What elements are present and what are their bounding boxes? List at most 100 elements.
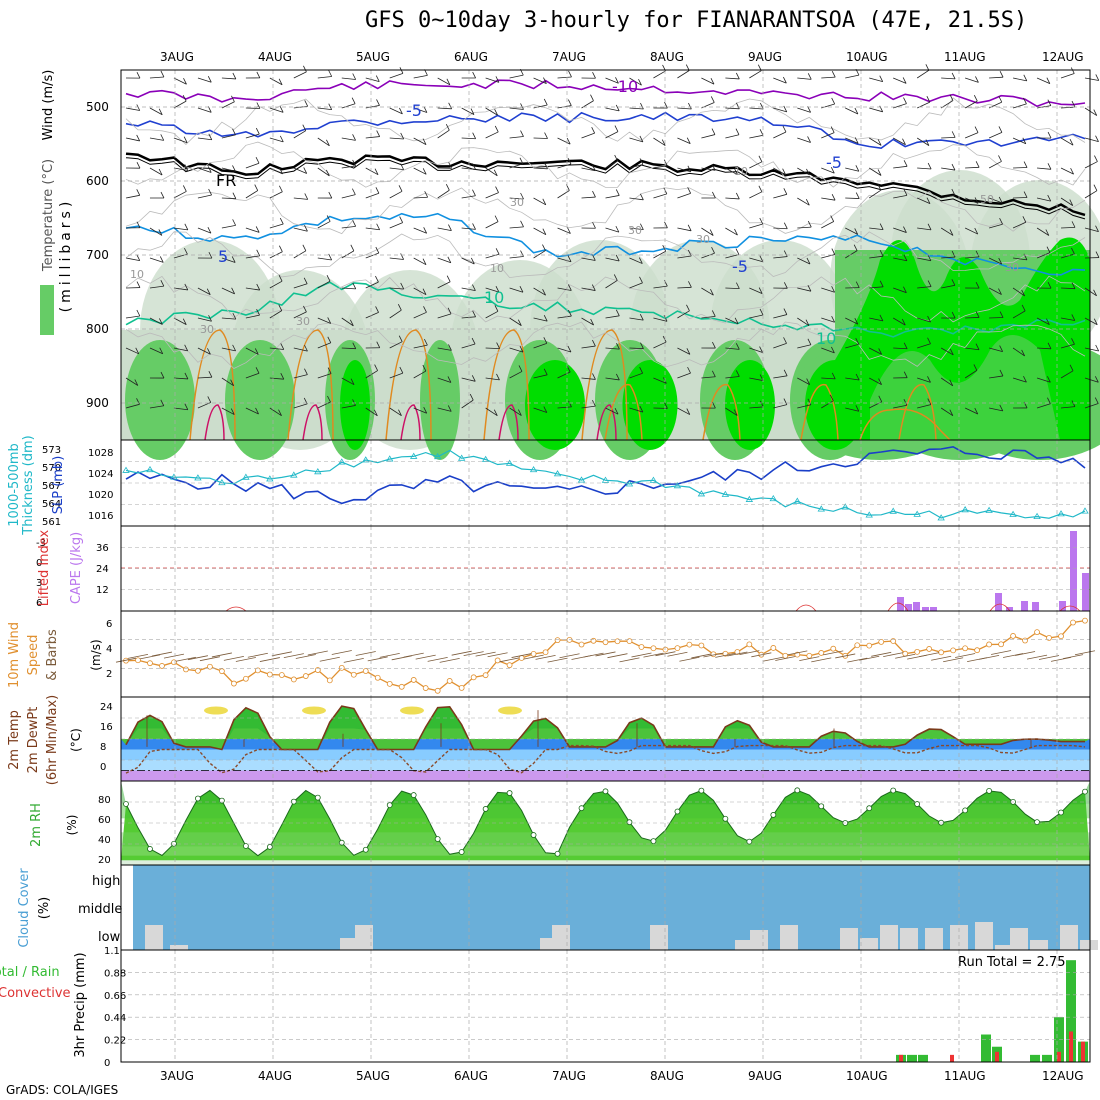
wind-barb	[125, 137, 140, 142]
wind-barb	[988, 257, 1002, 265]
wind-barb	[557, 406, 572, 409]
wind-barb-flag	[998, 257, 1003, 265]
wind-barb-flag	[424, 338, 428, 346]
cape-bar	[930, 607, 937, 611]
cloud-low-block	[925, 928, 943, 950]
cape-bar	[1006, 607, 1013, 611]
wind-barb	[605, 347, 620, 350]
wind-barb	[173, 317, 187, 325]
wind-barb-flag	[1023, 375, 1027, 383]
wind-barb	[725, 77, 740, 80]
thickness-marker	[745, 495, 754, 502]
wind10-barb	[295, 654, 316, 659]
wind-barb	[389, 257, 404, 260]
wind-barb	[389, 107, 403, 115]
wind-barb	[581, 196, 596, 199]
axis-label: 800	[86, 322, 109, 336]
wind-barb-flag	[592, 339, 596, 347]
axis-label: 16	[100, 722, 113, 733]
wind-barb-flag	[376, 99, 380, 106]
wind-barb-flag	[494, 125, 499, 133]
wind-barb-flag	[734, 168, 738, 175]
wind-barb-flag	[423, 407, 428, 414]
wind-barb-flag	[494, 109, 498, 116]
wind-barb-flag	[640, 342, 644, 349]
wind-barb-flag	[303, 277, 308, 284]
wind-barb	[773, 343, 787, 349]
wind-barb	[1012, 377, 1027, 383]
wind-barb-flag	[255, 226, 260, 233]
wind-barb-flag	[927, 280, 932, 287]
wind-barb-flag	[999, 218, 1003, 225]
wind-barb-flag	[254, 348, 259, 355]
wind-barb	[269, 137, 284, 143]
wind-barb-flag	[879, 75, 884, 82]
axis-label: middle	[78, 902, 122, 917]
wind-speed-marker	[734, 649, 741, 655]
rh-marker	[554, 850, 561, 857]
lifted-index-line	[1059, 605, 1081, 612]
wind-barb	[461, 167, 476, 170]
wind-speed-marker	[950, 647, 957, 654]
wind-barb-flag	[973, 94, 978, 102]
wind-barb-flag	[230, 379, 234, 386]
wind-barb	[317, 373, 332, 379]
wind-barb-flag	[975, 311, 980, 318]
axis-label: 567	[42, 481, 61, 492]
wind-barb-flag	[352, 282, 357, 290]
rh-contour-gray	[125, 187, 1086, 235]
wind-barb	[605, 407, 619, 415]
wind-barb	[461, 287, 476, 291]
rh-marker	[1058, 809, 1064, 816]
wind10-barb	[607, 653, 628, 659]
wind-barb	[341, 377, 355, 386]
rh-marker	[770, 812, 777, 818]
wind-barb-flag	[232, 219, 237, 226]
wind-barb-flag	[735, 370, 740, 377]
wind-barb	[629, 317, 644, 321]
wind-barb	[317, 257, 332, 261]
wind-barb	[701, 77, 715, 85]
wind-barb	[341, 194, 356, 199]
wind-barb	[149, 347, 163, 355]
wind-barb-flag	[735, 128, 740, 135]
contour-label: 30	[200, 323, 214, 336]
thickness-marker	[793, 497, 802, 504]
wind-barb	[964, 77, 979, 83]
wind-barb-flag	[326, 215, 331, 222]
wind-barb-flag	[423, 227, 428, 234]
wind-barb	[917, 343, 931, 349]
wind-barb-flag	[712, 341, 716, 349]
wind-barb-flag	[903, 342, 908, 349]
wind-barb	[485, 407, 498, 417]
wind-barb	[365, 227, 380, 231]
wind-barb-flag	[446, 275, 451, 282]
wind-barb	[1060, 197, 1073, 206]
wind-barb	[197, 402, 211, 409]
axis-label: 24	[100, 702, 113, 713]
wind-barb	[677, 407, 690, 415]
thickness-marker	[553, 470, 562, 477]
wind-barb-flag	[567, 99, 572, 106]
lifted-index-line	[887, 602, 909, 612]
wind-barb-flag	[639, 158, 644, 165]
wind-barb	[509, 107, 524, 110]
wind-speed-marker	[147, 660, 153, 667]
wind10-barb	[895, 653, 916, 659]
wind-speed-marker	[854, 642, 861, 649]
wind-barb-flag	[590, 94, 594, 101]
wind-barb-flag	[759, 346, 763, 353]
wind-barb-flag	[903, 226, 907, 233]
wind-barb-flag	[135, 347, 140, 354]
precip-conv-bar	[1081, 1041, 1085, 1062]
wind-barb	[437, 281, 451, 289]
side-label: SLP (mb)	[51, 456, 66, 515]
side-label: 2m RH	[29, 803, 44, 847]
cloud-low-block	[840, 928, 858, 950]
wind-barb	[389, 167, 404, 171]
wind-barb	[725, 317, 739, 325]
precip-total-bar	[1066, 960, 1076, 1062]
wind-barb	[605, 377, 620, 381]
axis-label: 5AUG	[356, 1069, 390, 1083]
wind-barb-flag	[951, 250, 956, 258]
